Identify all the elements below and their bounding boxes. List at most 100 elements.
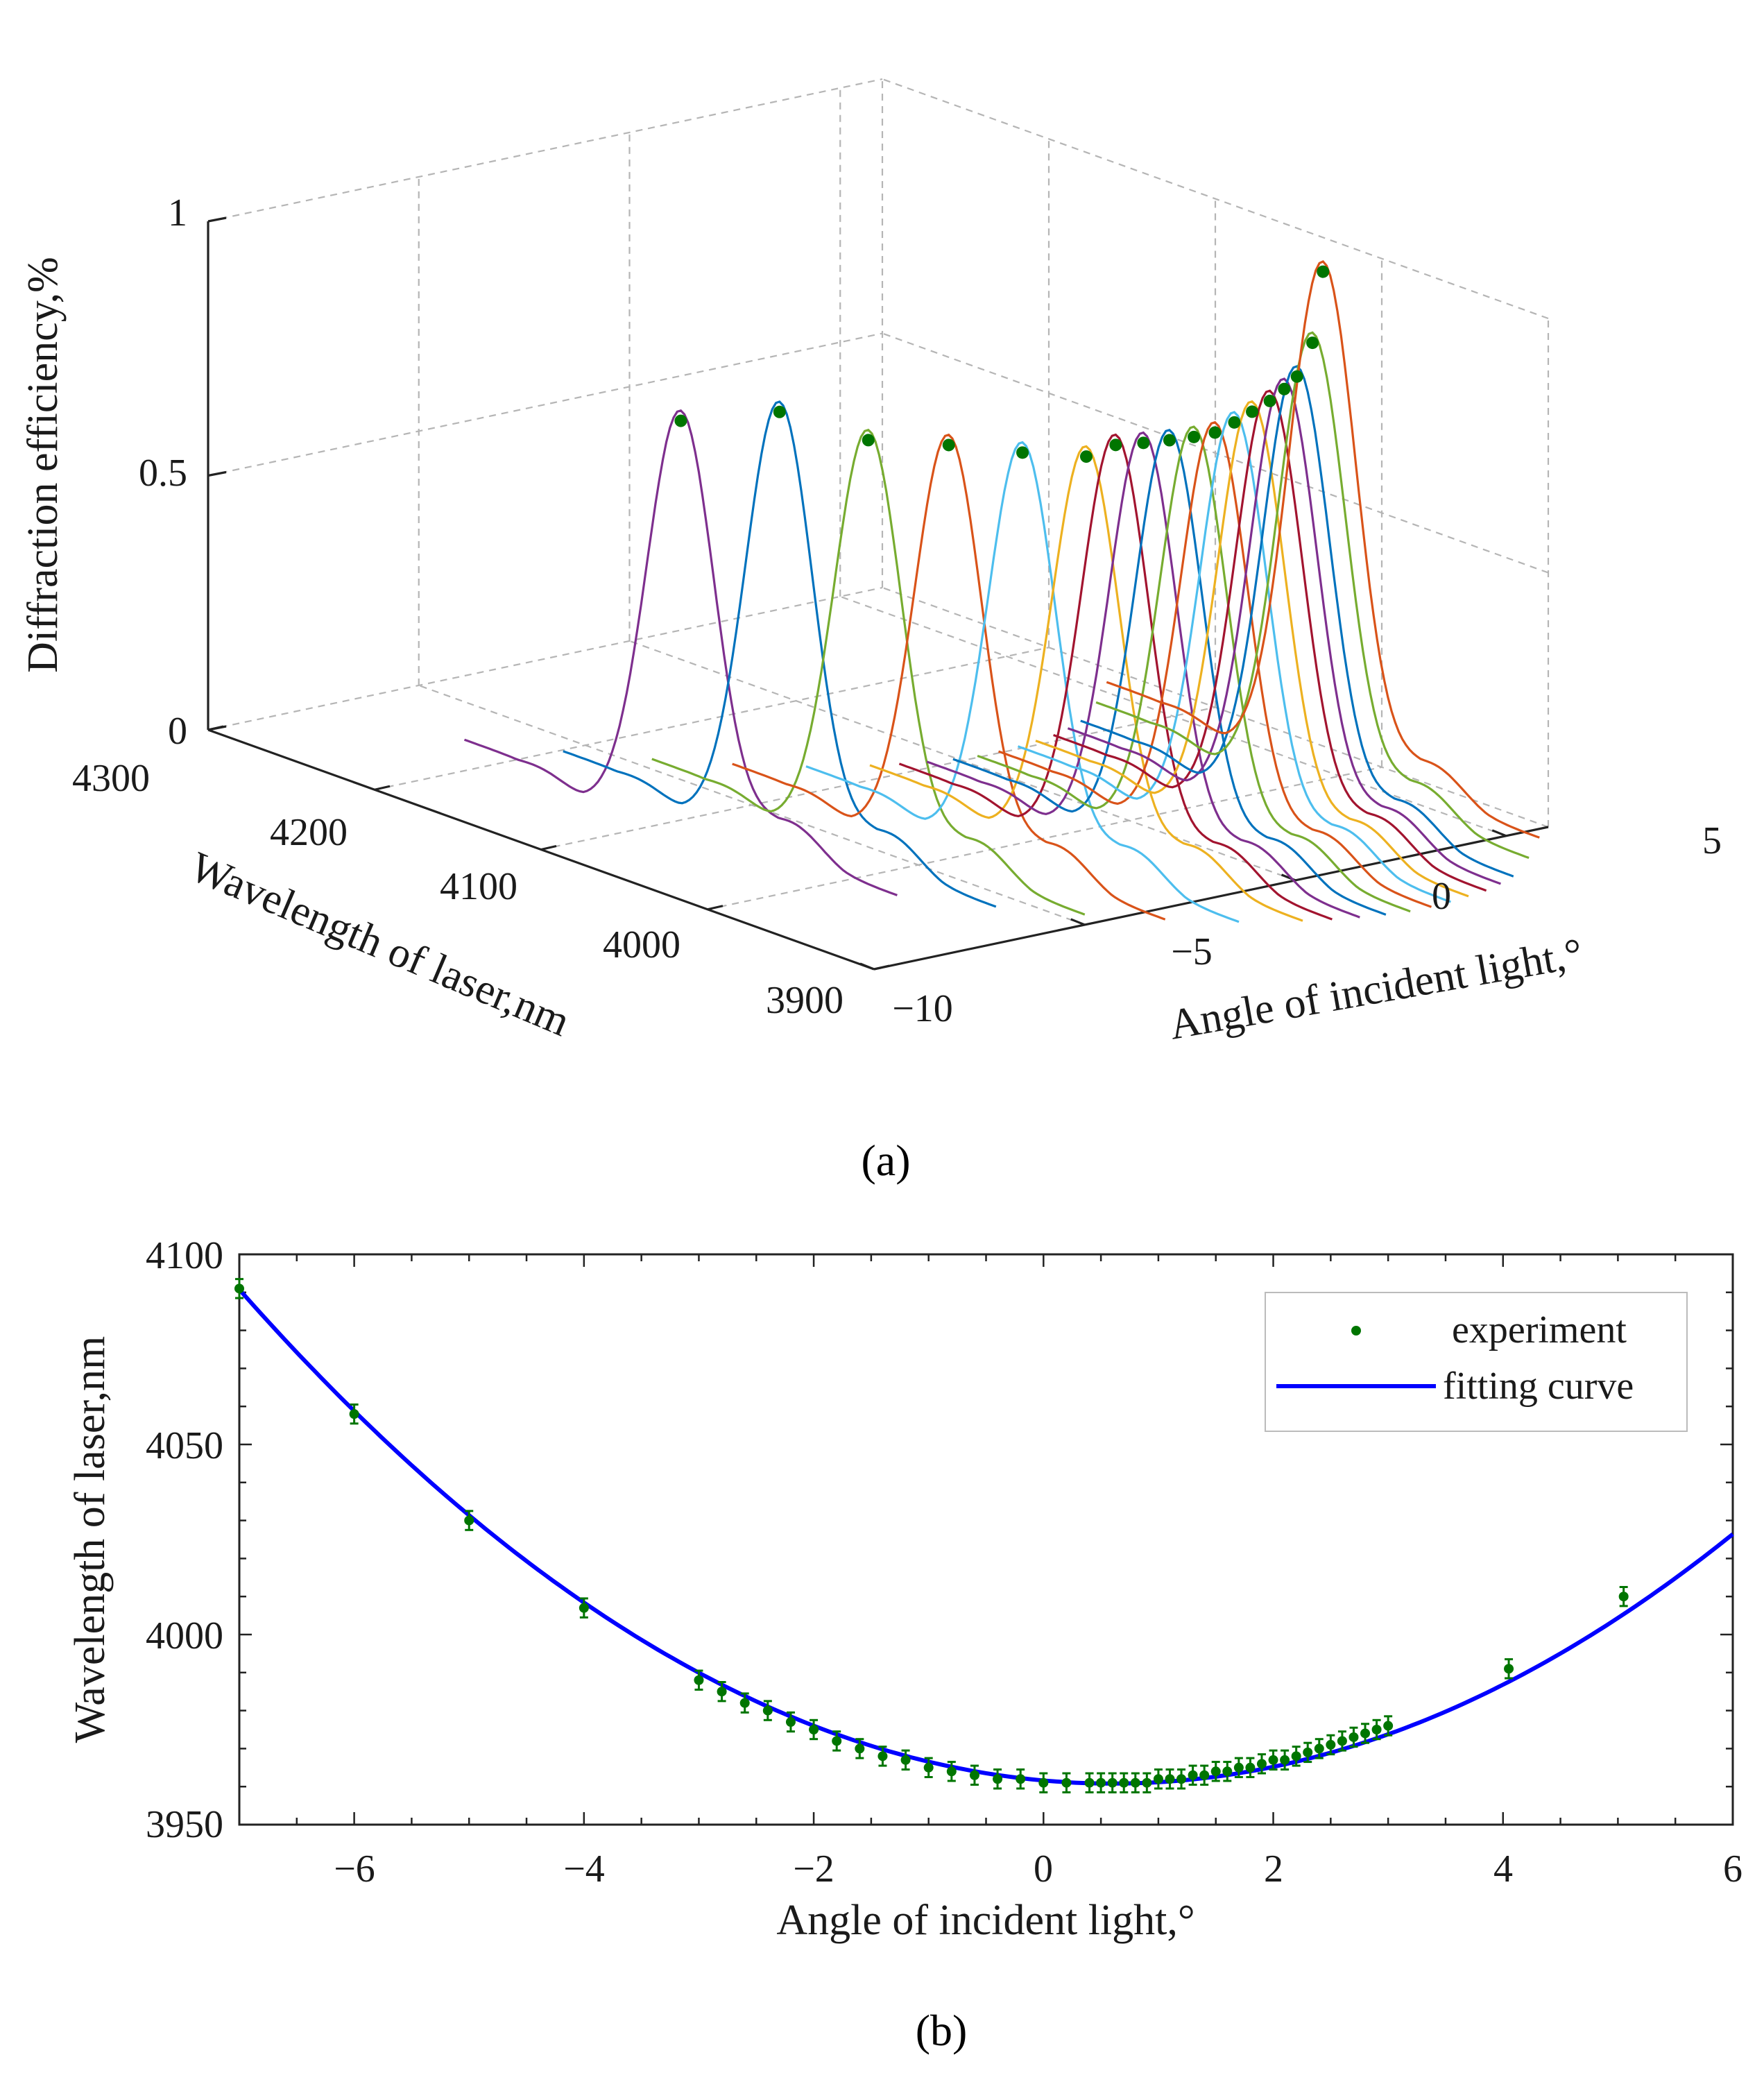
- efficiency-curve: [1106, 259, 1540, 839]
- efficiency-curve: [1067, 377, 1501, 885]
- x-tick-label: −2: [793, 1848, 834, 1891]
- y-axis-label: Wavelength of laser,nm: [67, 1336, 114, 1743]
- y-tick-label: 4100: [440, 865, 517, 908]
- x-tick-label: −4: [563, 1848, 605, 1891]
- experiment-point: [762, 1705, 773, 1716]
- y-tick: [207, 725, 224, 731]
- x-tick-label: 0: [1432, 875, 1451, 918]
- peak-marker: [1263, 394, 1276, 407]
- z-tick-label: 0: [168, 710, 187, 753]
- x-tick-label: 2: [1264, 1848, 1283, 1891]
- y-axis-label: Wavelength of laser,nm: [184, 843, 576, 1046]
- gridline: [418, 684, 1086, 925]
- experiment-point: [349, 1409, 359, 1419]
- experiment-point: [785, 1717, 796, 1728]
- efficiency-curve: [563, 400, 997, 908]
- experiment-point: [1038, 1777, 1049, 1788]
- experiment-point: [1348, 1732, 1359, 1742]
- panel-label-b: (b): [916, 2006, 968, 2055]
- experiment-point: [1618, 1592, 1629, 1602]
- efficiency-curve: [952, 428, 1387, 916]
- efficiency-curve: [869, 445, 1303, 922]
- experiment-point: [1222, 1766, 1233, 1777]
- experiment-point: [1153, 1774, 1163, 1784]
- experiment-point: [1256, 1759, 1267, 1769]
- legend: experiment fitting curve: [1265, 1292, 1688, 1432]
- gridline: [207, 332, 883, 477]
- experiment-point: [1176, 1774, 1187, 1784]
- experiment-point: [1245, 1762, 1256, 1773]
- y-tick-label: 4000: [603, 923, 680, 966]
- gridline: [839, 595, 1507, 837]
- experiment-point: [1383, 1721, 1394, 1731]
- peak-marker: [942, 438, 955, 452]
- gridline: [629, 640, 1296, 881]
- panel-label-a: (a): [861, 1136, 910, 1185]
- y-tick-label: 4000: [146, 1614, 223, 1657]
- efficiency-curve: [997, 420, 1432, 908]
- efficiency-curve: [977, 425, 1411, 913]
- experiment-point: [1165, 1774, 1175, 1784]
- experiment-point: [1188, 1770, 1198, 1780]
- experiment-point: [877, 1751, 888, 1761]
- efficiency-curve: [1095, 331, 1530, 860]
- experiment-point: [1130, 1777, 1140, 1788]
- peak-marker: [1080, 450, 1093, 463]
- experiment-point: [855, 1743, 865, 1754]
- peak-marker: [1016, 446, 1029, 459]
- gridline: [207, 78, 883, 223]
- peak-marker: [674, 414, 687, 427]
- efficiency-curve: [1017, 411, 1451, 903]
- peak-marker: [1188, 430, 1201, 443]
- legend-box: [1265, 1292, 1688, 1432]
- x-tick: [1491, 829, 1507, 837]
- experiment-point: [900, 1755, 911, 1765]
- experiment-point: [1326, 1739, 1336, 1750]
- peak-marker: [1137, 436, 1150, 450]
- peak-marker: [1109, 438, 1122, 452]
- efficiency-curve: [651, 428, 1086, 916]
- y-tick-label: 4200: [270, 811, 348, 854]
- panel-b-ticks: [238, 1253, 1734, 1826]
- panel-b-2d-chart: 4100 4050 4000 3950 −6 −4 −2 0 2 4 6 Wav…: [67, 1234, 1742, 2055]
- experiment-point: [993, 1774, 1003, 1784]
- x-tick-label: 4: [1493, 1848, 1513, 1891]
- panel-a-peak-markers: [674, 265, 1330, 463]
- experiment-point: [832, 1736, 842, 1746]
- y-tick: [374, 785, 391, 791]
- peak-marker: [862, 434, 875, 447]
- efficiency-curve: [1080, 365, 1514, 878]
- gridline: [207, 586, 883, 731]
- z-tick-label: 0.5: [139, 452, 187, 495]
- panel-a-axes: [207, 216, 1549, 971]
- experiment-point: [717, 1687, 727, 1697]
- x-tick-label: 6: [1723, 1848, 1742, 1891]
- panel-a-curves: [463, 259, 1540, 923]
- z-tick-label: 1: [168, 191, 187, 234]
- peak-marker: [1163, 434, 1176, 447]
- x-tick-label: −10: [892, 987, 953, 1030]
- fitting-curve-line: [237, 1288, 1734, 1786]
- experiment-point: [1280, 1755, 1290, 1765]
- experiment-point: [1061, 1777, 1072, 1788]
- experiment-point: [234, 1283, 244, 1294]
- legend-fit-label: fitting curve: [1443, 1365, 1634, 1408]
- experiment-point: [969, 1770, 979, 1780]
- x-tick: [1070, 918, 1086, 926]
- experiment-point: [1303, 1747, 1313, 1757]
- experiment-point: [1314, 1743, 1324, 1754]
- x-tick: [859, 962, 875, 971]
- y-tick-label: 4100: [146, 1234, 223, 1277]
- experiment-point: [1119, 1777, 1129, 1788]
- gridline: [707, 766, 1382, 910]
- x-tick-label: −6: [334, 1848, 375, 1891]
- experiment-point: [1360, 1728, 1371, 1739]
- experiment-point: [1291, 1751, 1301, 1761]
- peak-marker: [1306, 336, 1319, 350]
- z-axis-label: Diffraction efficiency,%: [19, 257, 67, 673]
- efficiency-curve: [463, 409, 898, 896]
- peak-marker: [1278, 382, 1291, 395]
- experiment-point: [1107, 1777, 1118, 1788]
- efficiency-curve: [1035, 400, 1469, 898]
